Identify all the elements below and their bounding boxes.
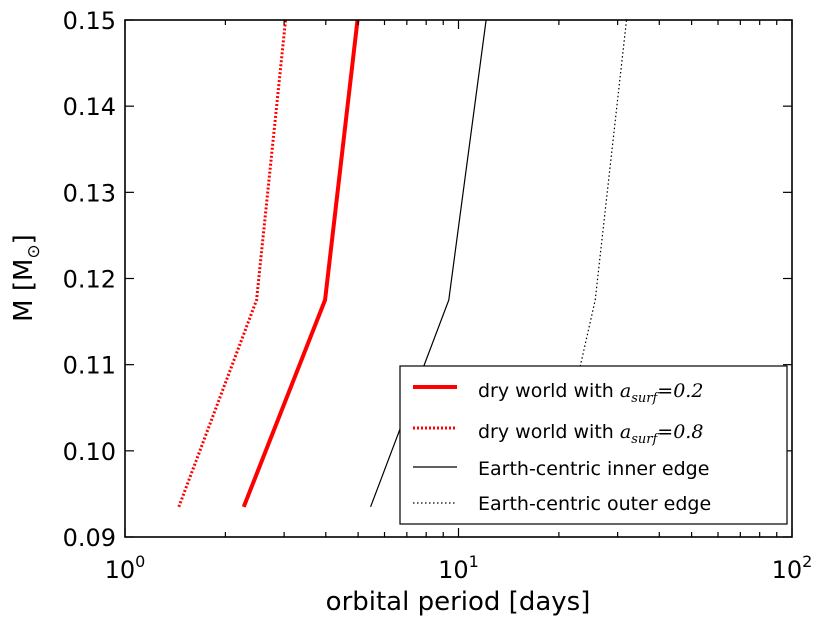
series-line-3 bbox=[547, 19, 628, 507]
legend-label-inner-edge: Earth-centric inner edge bbox=[478, 458, 709, 480]
tick-layer: 100 101 102 0.09 0.10 0.11 0.12 0.13 0.14 0.15 bbox=[63, 7, 813, 584]
series-layer bbox=[177, 19, 628, 508]
y-tick-label: 0.12 bbox=[63, 266, 116, 294]
y-tick-label: 0.14 bbox=[63, 93, 116, 121]
legend-label-outer-edge: Earth-centric outer edge bbox=[478, 493, 711, 515]
y-tick-label: 0.09 bbox=[63, 524, 116, 552]
series-line-0 bbox=[241, 19, 360, 508]
x-tick-label: 102 bbox=[772, 552, 813, 584]
legend-box bbox=[399, 365, 788, 525]
x-axis-label: orbital period [days] bbox=[326, 587, 591, 617]
y-tick-label: 0.10 bbox=[63, 438, 116, 466]
legend: dry world with asurf=0.2 dry world with … bbox=[399, 365, 788, 525]
x-tick-label: 100 bbox=[105, 552, 146, 584]
y-tick-label: 0.13 bbox=[63, 179, 116, 207]
legend-label-dry-0-2: dry world with asurf=0.2 bbox=[478, 380, 703, 406]
plot-frame bbox=[124, 19, 793, 538]
x-tick-label: 101 bbox=[438, 552, 479, 584]
y-tick-label: 0.15 bbox=[63, 7, 116, 35]
y-axis-label: M [M⊙] bbox=[9, 234, 44, 322]
series-line-2 bbox=[370, 19, 487, 508]
legend-label-dry-0-8: dry world with asurf=0.8 bbox=[478, 421, 703, 447]
y-tick-label: 0.11 bbox=[63, 352, 116, 380]
series-line-1 bbox=[177, 19, 288, 508]
